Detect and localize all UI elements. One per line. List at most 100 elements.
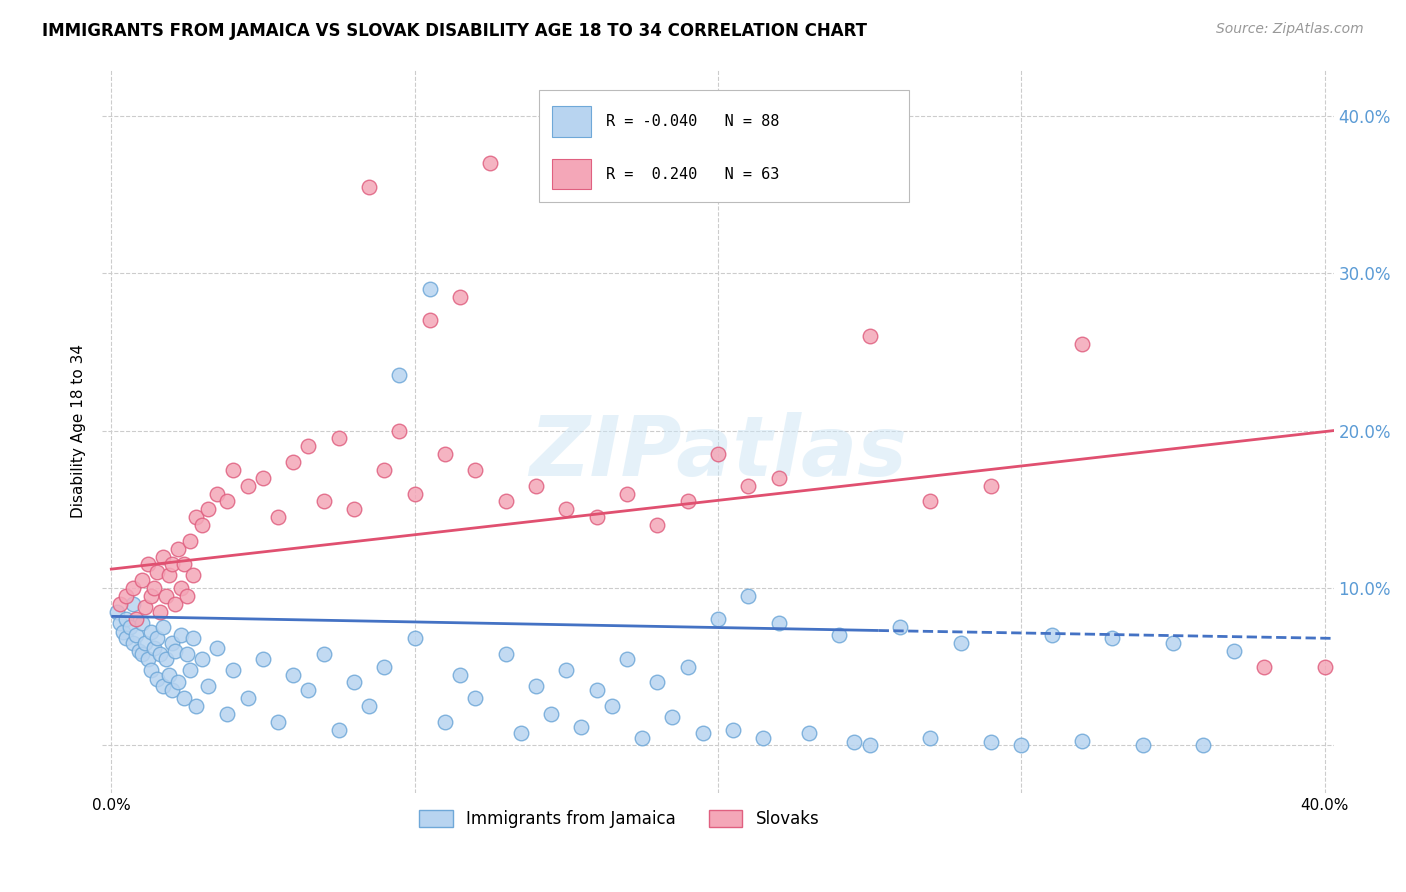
Point (616, 652, 638, 666)
Point (540, 706, 562, 721)
Point (252, 652, 274, 666)
Point (479, 156, 502, 170)
Point (170, 628, 193, 642)
Point (236, 478, 259, 492)
Point (215, 494, 238, 508)
Point (524, 679, 547, 693)
Point (676, 494, 699, 508)
Point (297, 439, 319, 453)
Point (163, 597, 186, 611)
Point (1253, 659, 1275, 673)
Point (124, 628, 146, 642)
Point (136, 558, 159, 572)
Point (1132, 739, 1154, 753)
Point (752, 731, 775, 745)
Y-axis label: Disability Age 18 to 34: Disability Age 18 to 34 (72, 343, 86, 517)
Text: IMMIGRANTS FROM JAMAICA VS SLOVAK DISABILITY AGE 18 TO 34 CORRELATION CHART: IMMIGRANTS FROM JAMAICA VS SLOVAK DISABI… (42, 22, 868, 40)
Point (828, 628, 851, 642)
Point (167, 541, 190, 556)
Point (131, 615, 153, 630)
Point (645, 518, 668, 533)
Point (157, 667, 180, 681)
Point (110, 615, 132, 630)
Point (359, 179, 381, 194)
Point (267, 714, 290, 729)
Point (312, 647, 335, 661)
Point (149, 647, 172, 661)
Point (343, 502, 366, 516)
Point (419, 282, 441, 296)
Point (115, 589, 138, 603)
Point (155, 652, 177, 666)
Point (163, 644, 186, 658)
Point (449, 290, 471, 304)
Point (388, 368, 411, 383)
Point (110, 597, 132, 611)
Point (585, 683, 607, 698)
Point (112, 625, 135, 640)
Point (142, 640, 165, 655)
Point (768, 471, 790, 485)
Point (707, 612, 730, 626)
Point (131, 647, 153, 661)
Point (1344, 675, 1367, 690)
Point (328, 432, 350, 446)
Point (160, 636, 183, 650)
Point (555, 502, 578, 516)
Point (600, 699, 623, 714)
Point (312, 494, 335, 508)
Point (139, 625, 162, 640)
Point (173, 691, 195, 706)
Point (121, 597, 143, 611)
Point (152, 620, 174, 634)
Point (252, 471, 274, 485)
Point (676, 659, 699, 673)
Point (157, 568, 180, 582)
Point (858, 329, 880, 343)
Point (433, 447, 456, 461)
Point (146, 566, 169, 580)
Point (186, 699, 208, 714)
Point (155, 589, 177, 603)
Point (134, 636, 156, 650)
Point (221, 463, 243, 477)
Point (124, 612, 146, 626)
Point (121, 581, 143, 595)
Point (737, 478, 759, 492)
Legend: Immigrants from Jamaica, Slovaks: Immigrants from Jamaica, Slovaks (413, 804, 827, 835)
Point (1010, 739, 1032, 753)
Point (236, 691, 259, 706)
Point (215, 706, 238, 721)
Point (152, 679, 174, 693)
Point (197, 679, 219, 693)
Point (692, 726, 714, 740)
Point (152, 549, 174, 564)
Point (115, 612, 138, 626)
Point (645, 675, 668, 690)
Point (373, 659, 395, 673)
Point (136, 652, 159, 666)
Point (889, 620, 911, 634)
Point (920, 731, 942, 745)
Point (146, 673, 169, 687)
Point (118, 620, 141, 634)
Point (105, 605, 128, 619)
Point (980, 478, 1002, 492)
Text: R =  0.240   N = 63: R = 0.240 N = 63 (606, 167, 779, 182)
Point (297, 683, 319, 698)
Point (142, 581, 165, 595)
Point (920, 494, 942, 508)
Point (197, 502, 219, 516)
Point (495, 494, 517, 508)
Point (128, 644, 150, 658)
Point (844, 735, 866, 749)
Point (181, 632, 204, 646)
Point (173, 558, 195, 572)
Point (115, 632, 138, 646)
FancyBboxPatch shape (551, 106, 591, 136)
Point (181, 568, 204, 582)
Point (1313, 659, 1336, 673)
Point (191, 518, 214, 533)
Text: R = -0.040   N = 88: R = -0.040 N = 88 (606, 114, 779, 128)
Point (707, 447, 730, 461)
